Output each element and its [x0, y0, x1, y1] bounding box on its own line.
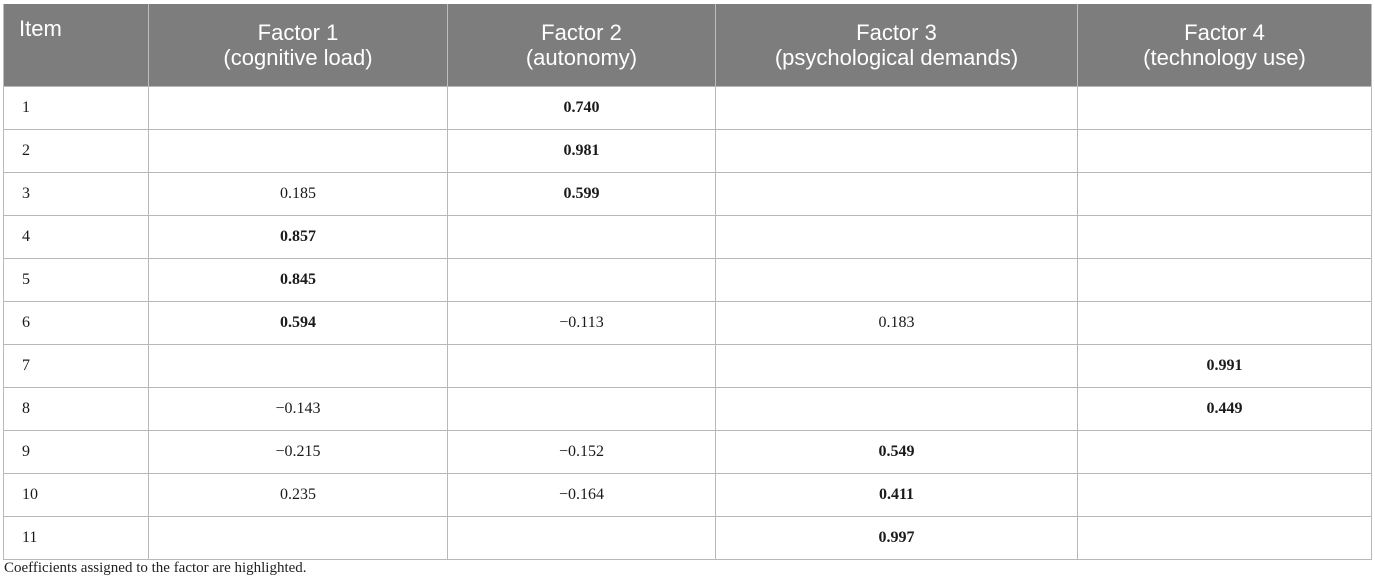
table-body: 1 0.740 2 0.981 3 0.185 0.599 4 0.857 5 0.845 6 0.59… — [3, 86, 1372, 560]
factor-1-loading-cell: 0.845 — [148, 258, 448, 302]
factor-4-loading-cell — [1077, 430, 1372, 474]
factor-1-loading-cell: 0.857 — [148, 215, 448, 259]
header-item-label: Item — [19, 16, 62, 41]
factor-4-loading-cell — [1077, 516, 1372, 560]
factor-1-loading-cell: −0.215 — [148, 430, 448, 474]
table-row: 1 0.740 — [3, 86, 1372, 130]
factor-2-loading-cell — [447, 387, 716, 431]
header-factor-2-subtitle: (autonomy) — [525, 45, 638, 70]
factor-1-loading-cell: 0.185 — [148, 172, 448, 216]
table-footnote: Coefficients assigned to the factor are … — [4, 560, 307, 576]
factor-3-loading-cell — [715, 387, 1078, 431]
table-row: 3 0.185 0.599 — [3, 172, 1372, 216]
factor-1-loading-cell — [148, 516, 448, 560]
table-row: 5 0.845 — [3, 258, 1372, 302]
factor-1-loading-cell: −0.143 — [148, 387, 448, 431]
factor-4-loading-cell — [1077, 129, 1372, 173]
factor-loadings-table-wrapper: Item Factor 1 (cognitive load) Factor 2 … — [3, 4, 1372, 560]
factor-3-loading-cell: 0.411 — [715, 473, 1078, 517]
factor-4-loading-cell — [1077, 215, 1372, 259]
factor-loadings-table: Item Factor 1 (cognitive load) Factor 2 … — [3, 4, 1372, 560]
factor-2-loading-cell: 0.981 — [447, 129, 716, 173]
factor-3-loading-cell — [715, 129, 1078, 173]
factor-2-loading-cell: 0.599 — [447, 172, 716, 216]
factor-2-loading-cell: 0.740 — [447, 86, 716, 130]
factor-4-loading-cell: 0.991 — [1077, 344, 1372, 388]
factor-2-loading-cell — [447, 344, 716, 388]
factor-1-loading-cell — [148, 86, 448, 130]
item-cell: 3 — [3, 172, 149, 216]
factor-2-loading-cell: −0.152 — [447, 430, 716, 474]
factor-4-loading-cell — [1077, 86, 1372, 130]
table-row: 7 0.991 — [3, 344, 1372, 388]
item-cell: 10 — [3, 473, 149, 517]
factor-3-loading-cell — [715, 215, 1078, 259]
header-factor-4-subtitle: (technology use) — [1143, 45, 1306, 70]
header-factor-3-subtitle: (psychological demands) — [774, 45, 1019, 70]
factor-1-loading-cell — [148, 129, 448, 173]
factor-1-loading-cell — [148, 344, 448, 388]
factor-3-loading-cell: 0.549 — [715, 430, 1078, 474]
item-cell: 11 — [3, 516, 149, 560]
factor-2-loading-cell — [447, 516, 716, 560]
factor-2-loading-cell — [447, 215, 716, 259]
item-cell: 7 — [3, 344, 149, 388]
item-cell: 1 — [3, 86, 149, 130]
table-row: 2 0.981 — [3, 129, 1372, 173]
item-cell: 8 — [3, 387, 149, 431]
factor-2-loading-cell — [447, 258, 716, 302]
factor-2-loading-cell: −0.164 — [447, 473, 716, 517]
factor-3-loading-cell — [715, 172, 1078, 216]
table-header-row: Item Factor 1 (cognitive load) Factor 2 … — [3, 4, 1372, 87]
factor-4-loading-cell — [1077, 473, 1372, 517]
factor-2-loading-cell: −0.113 — [447, 301, 716, 345]
item-cell: 5 — [3, 258, 149, 302]
item-cell: 9 — [3, 430, 149, 474]
item-cell: 6 — [3, 301, 149, 345]
header-factor-2-title: Factor 2 — [541, 20, 622, 45]
table-row: 11 0.997 — [3, 516, 1372, 560]
factor-4-loading-cell — [1077, 172, 1372, 216]
table-row: 9 −0.215 −0.152 0.549 — [3, 430, 1372, 474]
header-factor-1: Factor 1 (cognitive load) — [148, 4, 448, 87]
table-row: 4 0.857 — [3, 215, 1372, 259]
factor-3-loading-cell: 0.183 — [715, 301, 1078, 345]
factor-4-loading-cell — [1077, 258, 1372, 302]
factor-3-loading-cell — [715, 86, 1078, 130]
header-factor-4-title: Factor 4 — [1184, 20, 1265, 45]
header-factor-1-title: Factor 1 — [257, 20, 339, 45]
header-factor-1-subtitle: (cognitive load) — [223, 45, 373, 70]
header-factor-3: Factor 3 (psychological demands) — [715, 4, 1078, 87]
header-factor-3-title: Factor 3 — [856, 20, 937, 45]
factor-1-loading-cell: 0.594 — [148, 301, 448, 345]
header-item: Item — [3, 4, 149, 87]
table-row: 8 −0.143 0.449 — [3, 387, 1372, 431]
header-factor-2: Factor 2 (autonomy) — [447, 4, 716, 87]
factor-3-loading-cell: 0.997 — [715, 516, 1078, 560]
table-row: 6 0.594 −0.113 0.183 — [3, 301, 1372, 345]
item-cell: 4 — [3, 215, 149, 259]
factor-3-loading-cell — [715, 344, 1078, 388]
factor-4-loading-cell — [1077, 301, 1372, 345]
factor-4-loading-cell: 0.449 — [1077, 387, 1372, 431]
header-factor-4: Factor 4 (technology use) — [1077, 4, 1372, 87]
factor-1-loading-cell: 0.235 — [148, 473, 448, 517]
item-cell: 2 — [3, 129, 149, 173]
table-row: 10 0.235 −0.164 0.411 — [3, 473, 1372, 517]
factor-3-loading-cell — [715, 258, 1078, 302]
